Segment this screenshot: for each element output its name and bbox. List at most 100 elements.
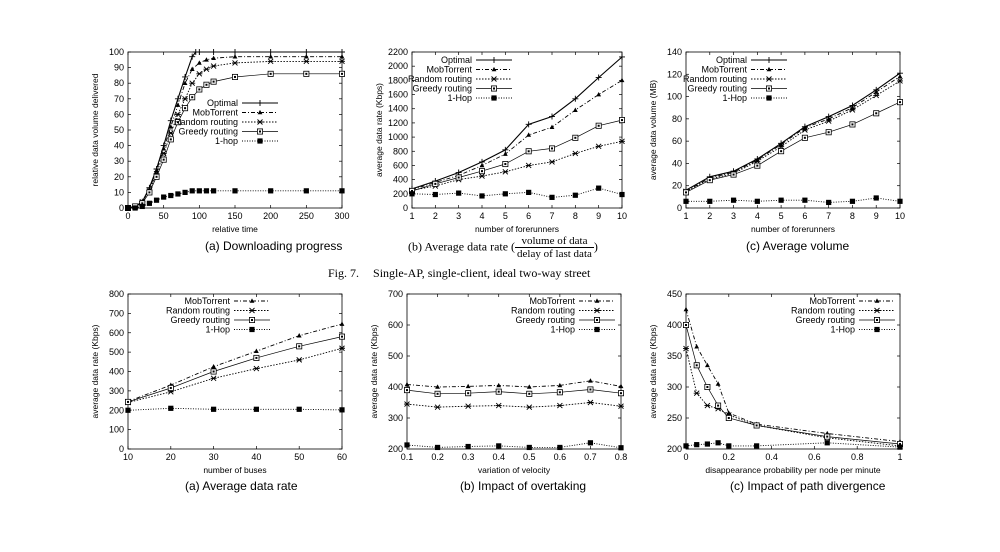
legend-label: MobTorrent xyxy=(809,296,855,306)
data-point-1-hop xyxy=(434,444,441,451)
data-point-1-hop xyxy=(873,195,879,201)
data-point-1-hop xyxy=(754,198,760,204)
x-tick-label: 3 xyxy=(456,211,461,221)
y-tick-label: 40 xyxy=(672,158,682,168)
data-point-greedy-routing-dot xyxy=(780,150,783,153)
data-point-random-routing xyxy=(465,403,472,410)
data-point-1-hop xyxy=(802,197,808,203)
data-point-1-hop xyxy=(557,444,563,451)
data-point-greedy-routing-dot xyxy=(191,96,194,99)
y-tick-label: 60 xyxy=(114,109,124,119)
data-point-1-hop xyxy=(203,188,210,194)
x-tick-label: 0.7 xyxy=(584,452,597,462)
data-point-mobtorrent xyxy=(588,378,593,383)
data-point-greedy-routing-dot xyxy=(551,147,553,150)
data-point-1-hop xyxy=(465,443,471,450)
data-point-random-routing xyxy=(232,60,238,66)
data-point-1-hop xyxy=(303,188,309,194)
data-point-greedy-routing-dot xyxy=(148,191,151,194)
data-point-1-hop xyxy=(175,191,181,197)
data-point-mobtorrent xyxy=(268,54,274,59)
data-point-mobtorrent xyxy=(502,151,508,156)
y-tick-label: 20 xyxy=(672,181,682,191)
x-tick-label: 2 xyxy=(707,211,712,221)
y-tick-label: 700 xyxy=(388,289,403,299)
x-tick-label: 0.4 xyxy=(765,452,778,462)
data-point-optimal xyxy=(189,53,196,60)
data-point-1-hop xyxy=(897,198,903,204)
data-point-1-hop xyxy=(479,193,485,199)
legend-marker xyxy=(766,95,772,101)
data-point-greedy-routing-dot xyxy=(234,75,236,78)
legend-label: Greedy routing xyxy=(412,84,472,94)
legend-marker xyxy=(257,119,263,125)
data-point-optimal xyxy=(174,95,181,102)
y-tick-label: 350 xyxy=(667,351,682,361)
data-point-greedy-routing-dot xyxy=(695,364,698,367)
legend-label: Random routing xyxy=(511,306,575,316)
legend-marker-dot xyxy=(493,87,495,90)
data-point-optimal xyxy=(210,49,217,55)
series-line-random-routing xyxy=(685,80,901,192)
data-point-1-hop xyxy=(596,185,602,191)
data-point-1-hop xyxy=(778,197,784,203)
data-point-greedy-routing-dot xyxy=(141,202,144,205)
y-axis-label: average data rate (Kbps) xyxy=(369,324,379,418)
legend-label: MobTorrent xyxy=(529,296,575,306)
x-tick-label: 10 xyxy=(895,211,905,221)
data-point-greedy-routing-dot xyxy=(341,335,343,338)
y-tick-label: 50 xyxy=(114,125,124,135)
y-tick-label: 30 xyxy=(114,156,124,166)
data-point-1-hop xyxy=(683,198,689,204)
data-point-1-hop xyxy=(125,407,131,413)
data-point-random-routing xyxy=(182,95,189,102)
y-axis-label: average data rate (Kbps) xyxy=(648,324,658,418)
y-tick-label: 1800 xyxy=(388,75,408,85)
data-point-random-routing xyxy=(618,403,624,410)
data-point-random-routing xyxy=(267,58,274,65)
x-tick-label: 0.1 xyxy=(401,452,414,462)
data-point-1-hop xyxy=(826,199,832,206)
legend-label: Greedy routing xyxy=(178,127,238,137)
legend-label: Random routing xyxy=(791,306,855,316)
x-axis-label: relative time xyxy=(212,224,258,234)
data-point-mobtorrent xyxy=(873,89,879,94)
data-point-random-routing xyxy=(556,402,563,409)
series-line-optimal xyxy=(411,56,623,190)
y-axis-label: relative data volume delivered xyxy=(90,73,100,186)
figure-7-text: Single-AP, single-client, ideal two-way … xyxy=(373,266,591,280)
y-tick-label: 10 xyxy=(114,187,124,197)
data-point-1-hop xyxy=(572,192,578,198)
data-point-greedy-routing-dot xyxy=(527,150,530,153)
y-tick-label: 1400 xyxy=(388,104,408,114)
data-point-random-routing xyxy=(502,169,509,175)
legend-marker xyxy=(874,307,880,314)
caption-b1-fraction: volume of data delay of last data xyxy=(515,235,594,260)
data-point-random-routing xyxy=(253,365,260,372)
legend-marker-dot xyxy=(251,319,253,321)
chart-caption: (a) Average data rate xyxy=(185,479,298,493)
data-point-mobtorrent xyxy=(204,57,209,62)
legend-label: 1-Hop xyxy=(722,93,747,103)
data-point-1-hop xyxy=(139,203,145,210)
x-tick-label: 3 xyxy=(731,211,736,221)
x-tick-label: 0.8 xyxy=(615,452,628,462)
data-point-greedy-routing-dot xyxy=(826,435,829,438)
data-point-1-hop xyxy=(153,197,160,203)
data-point-greedy-routing-dot xyxy=(727,417,730,419)
x-tick-label: 9 xyxy=(596,211,601,221)
data-point-1-hop xyxy=(824,440,830,446)
data-point-1-hop xyxy=(168,405,174,411)
data-point-1-hop xyxy=(587,440,594,446)
data-point-greedy-routing-dot xyxy=(899,101,901,104)
legend-label: MobTorrent xyxy=(192,108,238,118)
data-point-greedy-routing-dot xyxy=(269,72,272,75)
data-point-greedy-routing-dot xyxy=(169,386,172,389)
x-tick-label: 0.6 xyxy=(554,452,567,462)
data-point-1-hop xyxy=(268,188,274,194)
y-tick-label: 600 xyxy=(109,328,124,338)
chart-b2-frame xyxy=(406,293,622,450)
data-point-greedy-routing-dot xyxy=(298,345,301,348)
x-tick-label: 0.8 xyxy=(851,452,864,462)
